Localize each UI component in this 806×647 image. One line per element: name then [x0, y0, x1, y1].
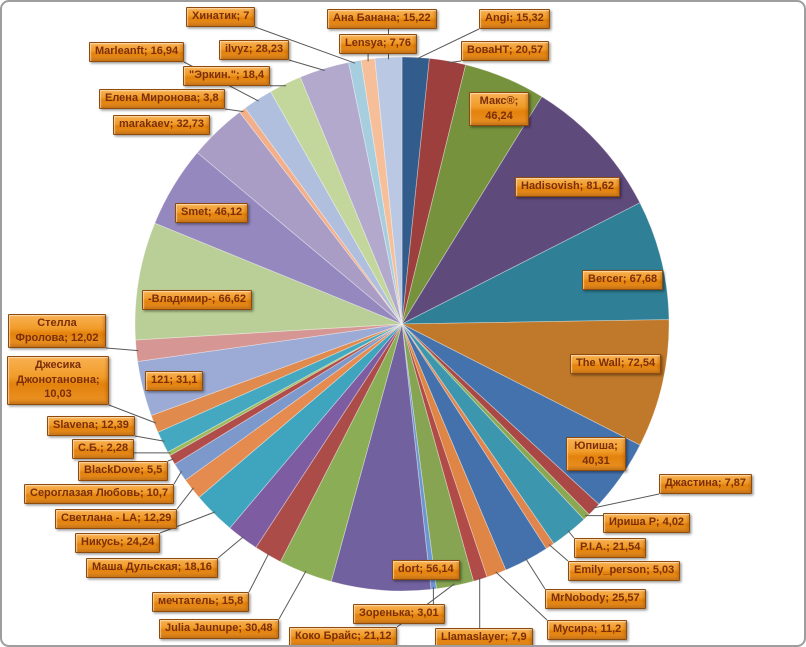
data-label[interactable]: ilvyz; 28,23	[219, 40, 290, 60]
pie-slice-32[interactable]	[196, 111, 403, 325]
leader-line	[248, 552, 270, 593]
data-label[interactable]: Ана Банана; 15,22	[327, 9, 437, 29]
data-label[interactable]: Smet; 46,12	[175, 203, 249, 223]
pie-slice-28[interactable]	[137, 323, 403, 417]
leader-line	[173, 470, 183, 485]
pie-slice-17[interactable]	[330, 323, 432, 592]
pie-slice-15[interactable]	[401, 323, 474, 590]
data-label[interactable]: Bercer; 67,68	[582, 270, 664, 290]
leader-line	[447, 60, 462, 64]
pie-slice-23[interactable]	[174, 323, 403, 481]
leader-line	[224, 108, 244, 113]
pie-slice-2[interactable]	[401, 57, 467, 325]
leader-line	[217, 536, 245, 559]
data-label[interactable]: dort; 56,14	[392, 560, 460, 580]
leader-line	[159, 511, 216, 534]
data-label[interactable]: Макс®; 46,24	[469, 92, 529, 127]
pie-slice-26[interactable]	[157, 323, 403, 453]
leader-line	[108, 404, 157, 424]
data-label[interactable]: Светлана - LA; 12,29	[55, 509, 178, 529]
data-label[interactable]: The Wall; 72,54	[570, 354, 662, 374]
pie-slice-27[interactable]	[150, 323, 403, 433]
data-label[interactable]: 121; 31,1	[145, 371, 204, 391]
data-label[interactable]: Angi; 15,32	[479, 9, 550, 29]
pie-slice-21[interactable]	[198, 323, 403, 529]
leader-line	[548, 544, 569, 562]
data-label[interactable]: Зоренька; 3,01	[353, 604, 445, 624]
leader-line	[525, 558, 546, 590]
pie-slice-4[interactable]	[400, 96, 641, 326]
pie-slice-9[interactable]	[401, 323, 590, 521]
leader-line	[134, 435, 165, 442]
data-label[interactable]: Елена Миронова; 3,8	[99, 89, 225, 109]
data-label[interactable]: P.I.A.; 21,54	[574, 538, 647, 558]
pie-slice-22[interactable]	[184, 323, 403, 498]
data-label[interactable]: Julia Jaunupe; 30,48	[159, 619, 279, 639]
leader-line	[278, 570, 307, 620]
leader-line	[167, 458, 175, 462]
pie-slice-36[interactable]	[299, 61, 403, 325]
pie-slice-5[interactable]	[401, 202, 670, 325]
data-label[interactable]: Стелла Фролова; 12,02	[8, 314, 106, 349]
data-label[interactable]: "Эркин."; 18,4	[183, 66, 271, 86]
pie-slice-31[interactable]	[154, 152, 403, 325]
leader-line	[254, 26, 356, 64]
leader-line	[592, 493, 660, 509]
data-label[interactable]: Маша Дульская; 18,16	[86, 558, 218, 578]
leader-line	[105, 347, 139, 352]
data-label[interactable]: Коко Брайс; 21,12	[289, 627, 398, 645]
data-label[interactable]: Hadisovish; 81,62	[515, 177, 620, 197]
pie-slice-11[interactable]	[401, 323, 555, 550]
data-label[interactable]: Джесика Джонотановна; 10,03	[7, 356, 109, 405]
data-label[interactable]: Юпиша; 40,31	[566, 437, 626, 472]
data-label[interactable]: ВоваНТ; 20,57	[461, 41, 550, 61]
data-label[interactable]: Мусира; 11,2	[547, 620, 628, 640]
pie-slice-13[interactable]	[401, 323, 507, 578]
data-label[interactable]: marakaev; 32,73	[113, 115, 211, 135]
pie-slice-37[interactable]	[348, 59, 403, 325]
leader-line	[288, 59, 325, 71]
pie-slice-34[interactable]	[244, 91, 403, 325]
leader-line	[495, 571, 548, 621]
pie-slice-8[interactable]	[401, 323, 600, 516]
data-label[interactable]: Ириша Р; 4,02	[603, 513, 691, 533]
pie-slice-33[interactable]	[239, 107, 403, 325]
pie-slice-20[interactable]	[229, 323, 403, 549]
data-label[interactable]: Lensya; 7,76	[339, 34, 418, 54]
data-label[interactable]: Emily_person; 5,03	[568, 561, 681, 581]
leader-line	[176, 487, 194, 510]
data-label[interactable]: Никусь; 24,24	[75, 533, 161, 553]
pie-slice-14[interactable]	[401, 323, 488, 582]
data-label[interactable]: MrNobody; 25,57	[545, 589, 646, 609]
pie-slice-35[interactable]	[270, 76, 403, 325]
data-label[interactable]: Сероглазая Любовь; 10,7	[24, 484, 175, 504]
data-label[interactable]: Хинатик; 7	[186, 7, 256, 27]
data-label[interactable]: мечтатель; 15,8	[152, 592, 250, 612]
data-label[interactable]: BlackDove; 5,5	[78, 461, 169, 481]
leader-line	[415, 28, 480, 60]
pie-slice-25[interactable]	[167, 323, 403, 457]
pie-slice-6[interactable]	[401, 319, 670, 446]
pie-slice-3[interactable]	[401, 64, 543, 325]
data-label[interactable]: -Владимир-; 66,62	[142, 290, 252, 310]
pie-slice-1[interactable]	[401, 56, 430, 325]
pie-slice-30[interactable]	[134, 222, 403, 341]
data-label[interactable]: Джастина; 7,87	[659, 474, 753, 494]
leader-line	[567, 530, 575, 539]
data-label[interactable]: Llamaslayer; 7,9	[435, 628, 533, 645]
data-label[interactable]: Slavena; 12,39	[47, 416, 135, 436]
data-label[interactable]: С.Б.; 2,28	[72, 439, 135, 459]
data-label[interactable]: Marleanft; 16,94	[89, 42, 185, 62]
